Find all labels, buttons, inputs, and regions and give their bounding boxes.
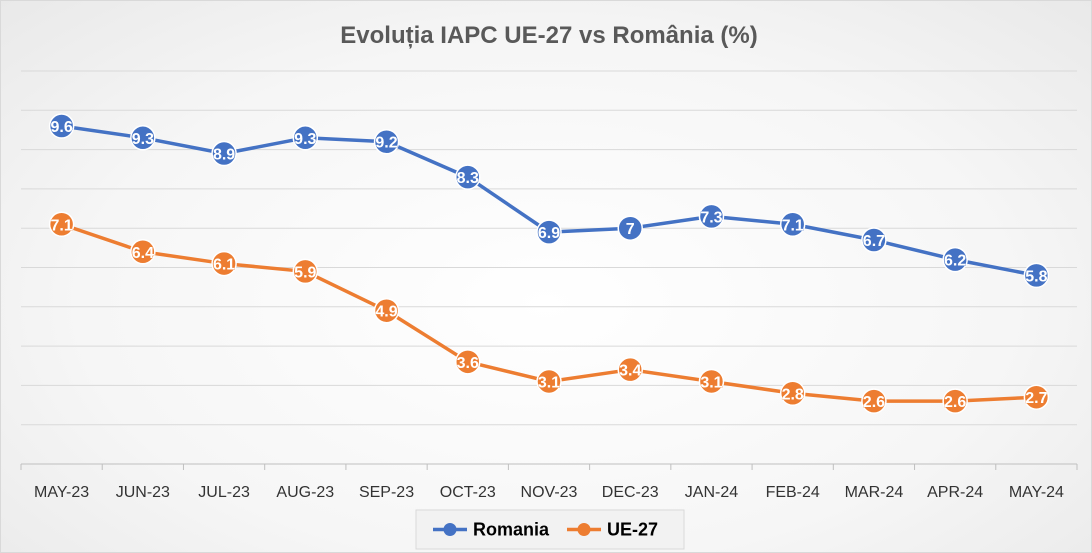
data-label: 9.6 <box>50 119 72 136</box>
x-tick-label: MAY-24 <box>1009 484 1064 501</box>
data-label: 6.1 <box>213 257 235 274</box>
data-label: 2.8 <box>782 386 804 403</box>
data-point[interactable] <box>211 140 237 167</box>
data-label: 5.9 <box>294 264 316 281</box>
data-label: 2.7 <box>1025 390 1047 407</box>
legend[interactable]: Romania UE-27 <box>415 509 685 550</box>
data-point[interactable] <box>779 211 806 238</box>
data-label: 8.9 <box>213 147 235 164</box>
data-point[interactable] <box>861 388 887 414</box>
x-tick-label: MAR-24 <box>845 484 904 501</box>
legend-marker <box>443 523 457 536</box>
data-label: 9.3 <box>132 131 154 148</box>
legend-entry[interactable]: Romania <box>433 520 550 540</box>
legend-entry[interactable]: UE-27 <box>567 520 658 540</box>
data-label: 7.3 <box>700 209 722 226</box>
series-lines: 9.69.38.99.3 9.28.36.9 77.3 7.16.76.25.87.1… <box>48 113 1050 414</box>
x-tick-label: SEP-23 <box>359 484 414 501</box>
data-point[interactable] <box>48 113 75 139</box>
data-point[interactable] <box>455 349 481 375</box>
data-label: 9.2 <box>375 135 397 152</box>
data-point[interactable] <box>942 388 968 414</box>
data-label: 6.4 <box>132 245 154 262</box>
data-label: 4.9 <box>375 304 397 321</box>
data-point[interactable] <box>942 246 968 273</box>
x-tick-label: JAN-24 <box>685 484 738 501</box>
legend-label: Romania <box>473 520 550 540</box>
x-axis: MAY-23 JUN-23 JUL-23 AUG-23 SEP-23 OCT-23 NOV-… <box>20 463 1078 501</box>
x-tick-label: OCT-23 <box>440 484 496 501</box>
data-point[interactable] <box>536 368 562 395</box>
data-label: 6.2 <box>944 253 966 270</box>
x-tick-label: JUN-23 <box>116 484 170 501</box>
chart-title: Evoluția IAPC UE-27 vs România (%) <box>340 22 757 49</box>
data-label: 7.1 <box>782 217 804 234</box>
data-point[interactable] <box>130 239 156 265</box>
data-point[interactable] <box>292 258 319 285</box>
data-label: 3.1 <box>538 374 560 391</box>
data-point[interactable] <box>698 368 725 395</box>
x-tick-label: AUG-23 <box>276 484 334 501</box>
data-label: 2.6 <box>944 394 966 411</box>
data-label: 7 <box>626 221 635 238</box>
legend-marker <box>577 523 591 536</box>
data-label: 2.6 <box>863 394 885 411</box>
data-point[interactable] <box>617 215 643 241</box>
data-label: 7.1 <box>50 217 72 234</box>
data-point[interactable] <box>130 125 156 151</box>
data-point[interactable] <box>211 250 237 277</box>
data-label: 3.4 <box>619 363 641 380</box>
data-label: 9.3 <box>294 131 316 148</box>
x-tick-label: NOV-23 <box>521 484 578 501</box>
data-point[interactable] <box>617 356 643 383</box>
data-label: 8.3 <box>457 170 479 187</box>
series-ue-27: 7.1 6.4 6.1 5.9 4.9 3.6 3.1 3.4 3.1 2.8 2.6 2.6 2.7 <box>48 211 1050 414</box>
data-point[interactable] <box>1023 262 1050 289</box>
data-point[interactable] <box>779 380 806 407</box>
x-tick-label: MAY-23 <box>34 484 89 501</box>
data-label: 6.9 <box>538 225 560 242</box>
data-point[interactable] <box>536 219 562 245</box>
data-point[interactable] <box>861 227 887 253</box>
x-tick-label: DEC-23 <box>602 484 659 501</box>
data-point[interactable] <box>1023 384 1050 410</box>
series-romania: 9.6 9.3 8.9 9.3 9.2 8.3 6.9 7 7.3 7.1 6.7 6.2 5.8 <box>48 113 1050 289</box>
x-tick-label: APR-24 <box>927 484 983 501</box>
data-point[interactable] <box>455 164 481 190</box>
legend-label: UE-27 <box>607 520 658 540</box>
data-label: 3.1 <box>700 374 722 391</box>
data-point[interactable] <box>698 203 725 230</box>
data-point[interactable] <box>48 211 75 238</box>
data-label: 6.7 <box>863 233 885 250</box>
series-line <box>59 124 1039 278</box>
data-point[interactable] <box>292 125 319 151</box>
data-label: 3.6 <box>457 355 479 372</box>
data-point[interactable] <box>373 128 400 155</box>
data-point[interactable] <box>373 297 400 324</box>
x-tick-label: JUL-23 <box>198 484 250 501</box>
data-label: 5.8 <box>1025 268 1047 285</box>
x-tick-label: FEB-24 <box>766 484 820 501</box>
